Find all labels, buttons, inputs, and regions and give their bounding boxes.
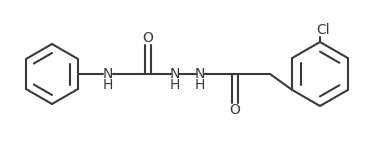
Text: H: H xyxy=(103,78,113,92)
Text: N: N xyxy=(170,67,180,81)
Text: N: N xyxy=(103,67,113,81)
Text: O: O xyxy=(230,103,240,117)
Text: N: N xyxy=(195,67,205,81)
Text: H: H xyxy=(195,78,205,92)
Text: Cl: Cl xyxy=(316,23,330,37)
Text: H: H xyxy=(170,78,180,92)
Text: O: O xyxy=(142,31,154,45)
